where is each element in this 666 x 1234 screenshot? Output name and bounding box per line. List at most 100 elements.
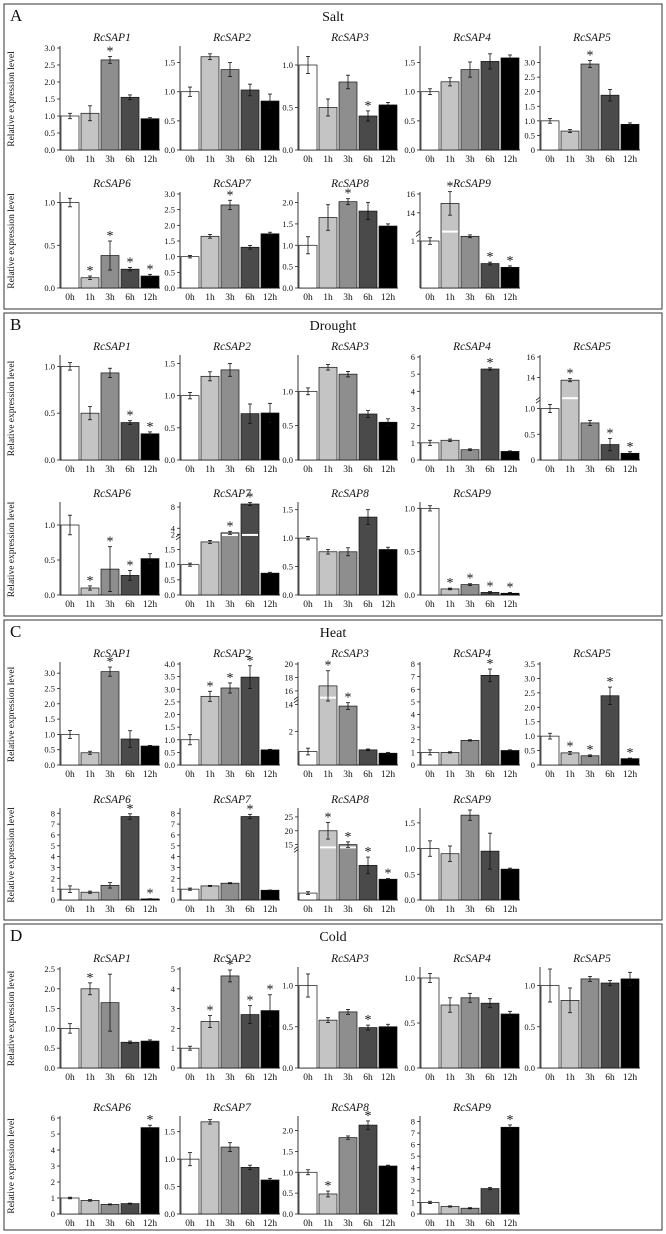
y-tick-label: 0.5	[404, 869, 415, 879]
y-tick-label: 3.0	[524, 58, 535, 68]
x-tick-label: 3h	[105, 465, 115, 475]
y-tick-label: 2.0	[164, 710, 175, 720]
panel-letter: C	[10, 622, 21, 641]
x-tick-label: 1h	[445, 465, 455, 475]
bar	[440, 439, 460, 461]
bar	[440, 752, 460, 766]
sig-mark: *	[247, 994, 254, 1009]
bar	[338, 1137, 358, 1215]
panel-letter: D	[10, 926, 22, 945]
bar	[220, 1146, 240, 1215]
chart-D-RcSAP6: RcSAP6 0 1 2 3 4 5 6 0h 1h 3h 6h * 12h Relative expres…	[7, 1102, 160, 1229]
y-tick-label: 0.0	[44, 455, 55, 465]
sig-mark: *	[325, 659, 332, 674]
y-tick-label: 0.0	[44, 1063, 55, 1073]
y-tick-label: 1.0	[44, 198, 55, 208]
x-tick-label: 0h	[545, 465, 555, 475]
x-tick-label: 12h	[623, 155, 638, 165]
chart-D-RcSAP4: RcSAP4 0.0 0.5 1.0 0h 1h 3h 6h 12h	[404, 953, 520, 1083]
x-tick-label: 6h	[363, 905, 373, 915]
gene-title: RcSAP8	[330, 488, 369, 500]
sig-mark: *	[107, 655, 114, 670]
sig-mark: *	[627, 746, 634, 761]
bar	[298, 64, 318, 151]
y-tick-label: 3.5	[164, 672, 175, 682]
chart-A-RcSAP6: RcSAP6 0.0 0.5 1.0 0h * 1h * 3h * 6h * 12h Relative e…	[7, 178, 160, 303]
bar	[580, 978, 600, 1069]
x-tick-label: 12h	[503, 600, 518, 610]
bar	[240, 246, 260, 289]
bar	[240, 89, 260, 151]
y-tick-label: 2	[411, 1186, 415, 1196]
chart-D-RcSAP2: RcSAP2 0 1 2 3 4 5 0h * 1h * 3h * 6h * 12h	[171, 953, 280, 1083]
bar	[378, 752, 398, 766]
y-tick-label: 14	[285, 699, 294, 709]
bar	[338, 1011, 358, 1069]
x-tick-label: 0h	[185, 600, 195, 610]
y-tick-label: 1.5	[44, 1004, 55, 1014]
x-tick-label: 12h	[143, 465, 158, 475]
x-tick-label: 12h	[381, 465, 396, 475]
x-tick-label: 6h	[125, 905, 135, 915]
y-tick-label: 6	[51, 1113, 55, 1123]
bar	[378, 549, 398, 596]
bar	[338, 551, 358, 596]
x-tick-label: 6h	[363, 293, 373, 303]
bar	[298, 537, 318, 596]
sig-mark: *	[147, 887, 154, 902]
chart-D-RcSAP1: RcSAP1 0.0 0.5 1.0 1.5 2.0 2.5 0h * 1h 3h 6h 12h Rela…	[7, 953, 160, 1083]
x-tick-label: 6h	[485, 770, 495, 780]
y-tick-label: 2	[289, 726, 293, 736]
chart-D-RcSAP3: RcSAP3 0.0 0.5 1.0 0h 1h 3h * 6h 12h	[282, 953, 398, 1083]
y-tick-label: 0.5	[164, 747, 175, 757]
gene-title: RcSAP4	[452, 953, 491, 965]
bar	[180, 91, 200, 151]
x-tick-label: 3h	[105, 293, 115, 303]
x-tick-label: 3h	[225, 905, 235, 915]
gene-title: RcSAP5	[572, 953, 611, 965]
bar	[338, 705, 358, 766]
x-tick-label: 6h	[485, 465, 495, 475]
y-tick-label: 1.5	[164, 1127, 175, 1137]
gene-title: RcSAP2	[212, 341, 251, 353]
x-tick-label: 3h	[105, 905, 115, 915]
chart-A-RcSAP1: RcSAP1 0.0 0.5 1.0 1.5 2.0 2.5 3.0 0h 1h * 3h 6h 12h R…	[7, 32, 160, 165]
bar	[358, 749, 378, 766]
chart-C-RcSAP9: RcSAP9 0.0 0.5 1.0 1.5 0h 1h 3h 6h 12h	[404, 794, 520, 915]
y-tick-label: 0.5	[404, 1018, 415, 1028]
x-tick-label: 12h	[263, 1219, 278, 1229]
chart-C-RcSAP3: RcSAP3 2 14 16 18 20 0h * 1h * 3h 6h 12h	[285, 648, 398, 780]
y-tick-label: 0.5	[164, 575, 175, 585]
x-tick-label: 0h	[185, 1219, 195, 1229]
bar	[480, 1002, 500, 1069]
bar	[358, 210, 378, 289]
y-tick-label: 1.5	[44, 94, 55, 104]
x-tick-label: 0h	[303, 1073, 313, 1083]
bar	[200, 1021, 220, 1069]
x-tick-label: 3h	[225, 1219, 235, 1229]
x-tick-label: 3h	[225, 293, 235, 303]
bar	[620, 978, 640, 1069]
gene-title: RcSAP9	[452, 488, 491, 500]
x-tick-label: 6h	[363, 770, 373, 780]
y-tick-label: 16	[285, 686, 294, 696]
y-tick-label: 1.0	[164, 735, 175, 745]
bar	[120, 1203, 140, 1215]
panel-B: B Drought RcSAP1 0.0 0.5 1.0 0h 1h 3h * 6h * 12h Rela…	[3, 312, 663, 617]
x-tick-label: 12h	[503, 1219, 518, 1229]
y-tick-label: 0.0	[44, 590, 55, 600]
sig-mark: *	[325, 1179, 332, 1194]
x-tick-label: 12h	[503, 770, 518, 780]
x-tick-label: 6h	[125, 1073, 135, 1083]
bar	[358, 516, 378, 596]
sig-mark: *	[345, 830, 352, 845]
y-tick-label: 3.0	[164, 189, 175, 199]
y-tick-label: 1	[171, 884, 175, 894]
bar	[140, 558, 160, 596]
x-tick-label: 3h	[105, 1073, 115, 1083]
bar	[620, 124, 640, 151]
y-tick-label: 1.0	[524, 116, 535, 126]
y-tick-label: 8	[171, 808, 175, 818]
gene-title: RcSAP2	[212, 648, 251, 660]
